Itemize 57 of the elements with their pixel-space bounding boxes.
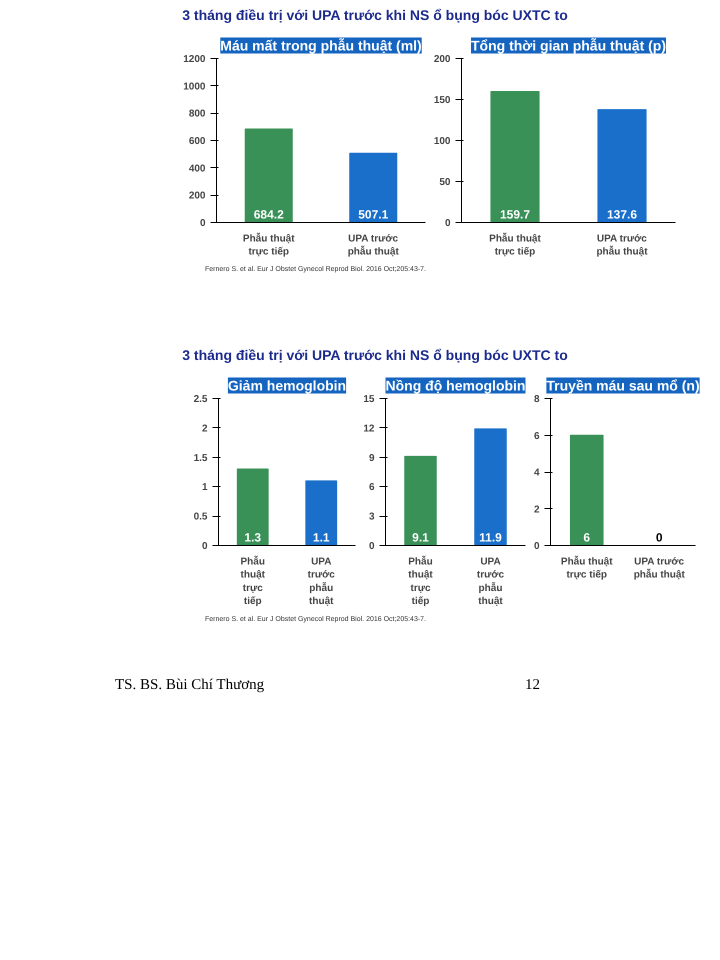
y-tick-label: 8 <box>534 394 540 405</box>
y-tick-label: 2 <box>534 504 540 516</box>
y-tick-label: 15 <box>363 394 375 405</box>
y-tick-label: 600 <box>188 136 206 147</box>
y-tick-label: 0 <box>444 218 451 229</box>
text: TS. BS. Bùi Chí Thương <box>115 676 264 695</box>
chart-title: Truyền máu sau mổ (n) <box>546 378 700 394</box>
y-tick-label: 9 <box>368 452 375 464</box>
data-label: 1.1 <box>312 530 330 544</box>
y-tick-label: 6 <box>368 482 375 494</box>
x-tick-label: Phẫu thuật trực tiếp <box>560 556 614 581</box>
y-tick-label: 150 <box>434 95 451 106</box>
data-label: 1.3 <box>244 530 262 544</box>
y-tick-label: 50 <box>439 177 451 188</box>
y-tick-label: 2 <box>202 423 208 434</box>
x-tick-label: Phẫu thuật trực tiếp <box>240 556 266 608</box>
chart-title: Giảm hemoglobin <box>228 378 346 394</box>
y-tick-label: 1000 <box>183 81 206 92</box>
data-label: 137.6 <box>606 208 638 222</box>
data-label: 0 <box>656 530 663 544</box>
y-tick-label: 0 <box>200 218 206 229</box>
y-tick-label: 100 <box>434 136 451 147</box>
x-tick-label: Phẫu thuật trực tiếp <box>408 556 434 608</box>
y-tick-label: 1 <box>202 482 208 494</box>
x-tick-label: UPA trước phẫu thuật <box>308 556 336 608</box>
y-tick-label: 0.5 <box>194 512 208 523</box>
y-tick-label: 6 <box>534 430 540 442</box>
x-tick-label: Phẫu thuật trực tiếp <box>242 232 296 258</box>
text: 3 tháng điều trị với UPA trước khi NS ổ bụng bóc UXTC to <box>182 346 568 365</box>
y-tick-label: 12 <box>363 423 375 434</box>
y-tick-label: 1200 <box>183 54 206 65</box>
y-tick-label: 800 <box>188 108 206 120</box>
y-tick-label: 1.5 <box>194 452 208 464</box>
x-tick-label: UPA trước phẫu thuật <box>634 556 686 581</box>
data-label: 6 <box>583 530 590 544</box>
chart-title: Tổng thời gian phẫu thuật (p) <box>470 38 666 54</box>
y-tick-label: 400 <box>188 163 206 174</box>
chart-title: Máu mất trong phẫu thuật (ml) <box>220 38 422 54</box>
text: 3 tháng điều trị với UPA trước khi NS ổ bụng bóc UXTC to <box>182 6 568 25</box>
y-tick-label: 3 <box>368 512 375 523</box>
x-tick-label: UPA trước phẫu thuật <box>596 234 648 258</box>
y-tick-label: 0 <box>202 541 208 552</box>
x-tick-label: UPA trước phẫu thuật <box>476 556 505 608</box>
y-tick-label: 0 <box>534 541 540 552</box>
data-label: 159.7 <box>500 208 530 222</box>
data-label: 11.9 <box>479 530 502 544</box>
y-tick-label: 200 <box>188 190 206 202</box>
y-tick-label: 4 <box>534 468 540 478</box>
x-tick-label: UPA trước phẫu thuật <box>348 234 400 258</box>
data-label: 684.2 <box>254 208 284 222</box>
y-tick-label: 200 <box>434 54 451 65</box>
chart-title: Nồng độ hemoglobin <box>386 378 526 394</box>
data-label: 9.1 <box>412 530 430 544</box>
y-tick-label: 2.5 <box>194 394 208 405</box>
y-tick-label: 0 <box>368 541 375 552</box>
x-tick-label: Phẫu thuật trực tiếp <box>489 232 542 258</box>
data-label: 507.1 <box>358 208 389 222</box>
